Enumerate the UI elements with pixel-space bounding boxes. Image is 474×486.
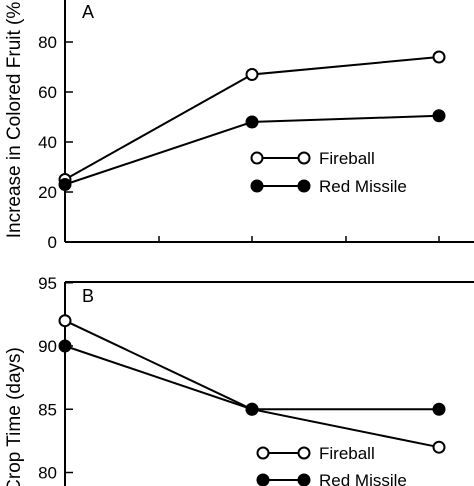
y-tick-label: 0 [48,233,57,252]
y-tick-label: 85 [38,400,57,419]
data-point-red-missile [245,115,259,129]
data-point-fireball [432,440,446,454]
data-point-red-missile [432,109,446,123]
chart-panel-a: 0 20 40 60 80 Increase in Colored Fruit (% A Fi… [4,0,474,252]
legend-label: Red Missile [319,471,407,486]
legend-marker [297,446,311,460]
y-tick-label: 60 [38,83,57,102]
legend-marker [250,151,264,165]
data-point-fireball [432,50,446,64]
data-point-red-missile [245,402,259,416]
y-tick-label: 95 [38,274,57,293]
series-line-fireball [64,319,440,449]
data-point-red-missile [58,178,72,191]
data-point-red-missile [432,402,446,416]
data-point-fireball [58,314,72,328]
legend-item-red-missile: Red Missile [256,471,407,486]
legend-item-red-missile: Red Missile [250,177,407,196]
panel-label: A [82,2,94,22]
y-tick-label: 90 [38,337,57,356]
y-tick-label: 80 [38,464,57,483]
data-point-red-missile [58,339,72,353]
legend-marker [256,473,270,486]
legend-item-fireball: Fireball [256,444,375,463]
y-tick-label: 40 [38,133,57,152]
legend-item-fireball: Fireball [250,149,375,168]
legend-marker [297,179,311,193]
legend-marker [256,446,270,460]
panel-label: B [82,286,94,306]
legend-label: Red Missile [319,177,407,196]
y-tick-label: 20 [38,183,57,202]
y-axis-label: Crop Time (days) [4,347,25,486]
legend-marker [297,473,311,486]
legend-label: Fireball [319,444,375,463]
legend-marker [297,151,311,165]
chart-panel-b: 80 85 90 95 Crop Time (days) B Fireball Red Mis… [4,274,474,486]
series-line-red-missile [64,345,439,411]
data-point-fireball [245,68,259,81]
y-tick-label: 80 [38,33,57,52]
legend-label: Fireball [319,149,375,168]
y-axis-label: Increase in Colored Fruit (% [4,2,25,239]
legend-marker [250,179,264,193]
